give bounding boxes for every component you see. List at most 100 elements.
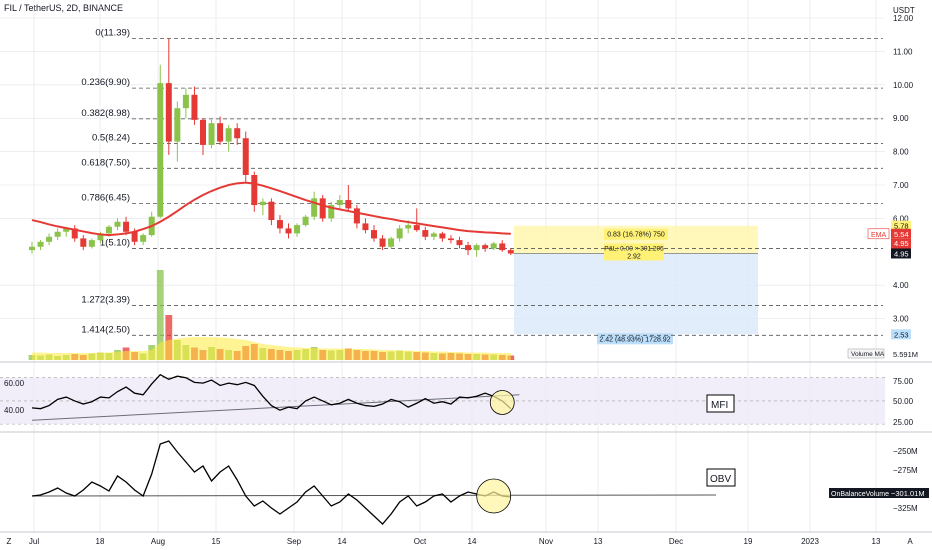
- candle-body[interactable]: [242, 138, 249, 175]
- stop-price-text: 2.53: [894, 330, 909, 339]
- candle-body[interactable]: [311, 198, 318, 217]
- candle-body[interactable]: [396, 228, 403, 239]
- time-axis-label: Z: [7, 537, 12, 546]
- candle-body[interactable]: [200, 119, 206, 145]
- candle-body[interactable]: [353, 208, 360, 224]
- price-tick-label: 9.00: [893, 114, 909, 123]
- price-tick-label: 4.00: [893, 281, 909, 290]
- time-axis-label: 14: [338, 537, 347, 546]
- candle-body[interactable]: [71, 228, 78, 239]
- obv-badge-value-bg: [889, 488, 929, 498]
- obv-line[interactable]: [31, 440, 511, 525]
- fib-level-label: 1.414(2.50): [81, 324, 130, 335]
- mfi-left-tick: 40.00: [4, 406, 25, 415]
- candle-body[interactable]: [191, 94, 198, 120]
- candle-body[interactable]: [490, 243, 497, 249]
- fib-level-label: 0.382(8.98): [81, 108, 130, 119]
- fib-level-label: 0.786(6.45): [81, 192, 130, 203]
- candle-body[interactable]: [507, 250, 514, 254]
- candle-body[interactable]: [276, 220, 283, 229]
- candle-body[interactable]: [379, 238, 386, 247]
- mfi-highlight-circle[interactable]: [489, 390, 515, 415]
- time-axis-label: Dec: [669, 537, 683, 546]
- candle-body[interactable]: [413, 225, 420, 231]
- mfi-right-tick: 75.00: [893, 377, 914, 386]
- candle-body[interactable]: [371, 230, 377, 239]
- time-axis-label: 19: [744, 537, 753, 546]
- candle-body[interactable]: [465, 245, 472, 251]
- target-label-bg: [604, 228, 668, 240]
- candle-body[interactable]: [123, 221, 130, 232]
- candle-body[interactable]: [456, 240, 463, 246]
- current-price-badge: [891, 248, 911, 259]
- candle-body[interactable]: [439, 233, 446, 239]
- stop-zone[interactable]: [514, 253, 758, 335]
- candle-body[interactable]: [302, 216, 309, 226]
- candle-body[interactable]: [328, 205, 335, 219]
- ratio-label: 2.92: [627, 253, 641, 260]
- mfi-band: [0, 377, 885, 425]
- candle-body[interactable]: [131, 231, 138, 242]
- mfi-label-box: [706, 394, 735, 413]
- candle-body[interactable]: [157, 83, 164, 217]
- candle-body[interactable]: [234, 128, 241, 139]
- candle-body[interactable]: [336, 200, 343, 206]
- candle-body[interactable]: [499, 243, 506, 251]
- time-axis-label: A: [907, 537, 913, 546]
- candle-body[interactable]: [259, 201, 266, 206]
- obv-highlight-circle[interactable]: [476, 478, 512, 514]
- candle-body[interactable]: [285, 228, 292, 234]
- candle-body[interactable]: [88, 240, 95, 247]
- target-price-badge: [891, 220, 911, 231]
- candle-body[interactable]: [482, 245, 489, 249]
- candle-body[interactable]: [251, 174, 258, 206]
- currency-label: USDT: [893, 6, 915, 15]
- candle-body[interactable]: [345, 200, 352, 209]
- candle-body[interactable]: [46, 236, 53, 242]
- candle-body[interactable]: [447, 238, 454, 241]
- mfi-line[interactable]: [31, 373, 512, 411]
- chart-title: FIL / TetherUS, 2D, BINANCE: [4, 3, 124, 13]
- candle-body[interactable]: [182, 94, 189, 109]
- candle-body[interactable]: [54, 231, 61, 237]
- price-tick-label: 6.00: [893, 214, 909, 223]
- candle-body[interactable]: [225, 128, 232, 142]
- candle-body[interactable]: [473, 245, 480, 251]
- candle-body[interactable]: [63, 228, 70, 232]
- candle-body[interactable]: [319, 198, 326, 219]
- candle-body[interactable]: [37, 241, 44, 247]
- time-axis-label: 2023: [801, 537, 819, 546]
- stop-label-bg: [597, 333, 673, 345]
- time-axis-label: Sep: [287, 537, 302, 546]
- candle-body[interactable]: [97, 233, 104, 241]
- time-axis-label: 13: [872, 537, 881, 546]
- fib-level-label: 0.618(7.50): [81, 157, 130, 168]
- volume-label-name: Volume MA: [851, 351, 885, 358]
- candle-body[interactable]: [430, 233, 437, 237]
- volume-bar: [156, 270, 164, 360]
- time-axis-label: 13: [594, 537, 603, 546]
- candle-body[interactable]: [294, 225, 301, 234]
- candle-body[interactable]: [105, 226, 112, 234]
- candle-body[interactable]: [388, 238, 395, 247]
- price-tick-label: 12.00: [893, 14, 914, 23]
- obv-trendline[interactable]: [31, 494, 717, 497]
- fib-level-label: 1.272(3.39): [81, 295, 130, 306]
- candle-body[interactable]: [405, 225, 412, 229]
- candle-body[interactable]: [80, 238, 87, 247]
- candle-body[interactable]: [217, 123, 224, 142]
- candle-body[interactable]: [114, 221, 121, 227]
- price-tick-label: 11.00: [893, 47, 913, 56]
- candle-body[interactable]: [174, 108, 181, 142]
- candle-body[interactable]: [165, 83, 172, 142]
- candle-body[interactable]: [140, 235, 147, 242]
- time-axis-label: Oct: [414, 537, 427, 546]
- candle-body[interactable]: [422, 230, 429, 237]
- candle-body[interactable]: [362, 223, 369, 231]
- ema-line[interactable]: [31, 181, 511, 237]
- candle-body[interactable]: [29, 246, 35, 251]
- candle-body[interactable]: [208, 123, 215, 145]
- ema-value-badge: [891, 228, 911, 239]
- candle-body[interactable]: [268, 201, 275, 221]
